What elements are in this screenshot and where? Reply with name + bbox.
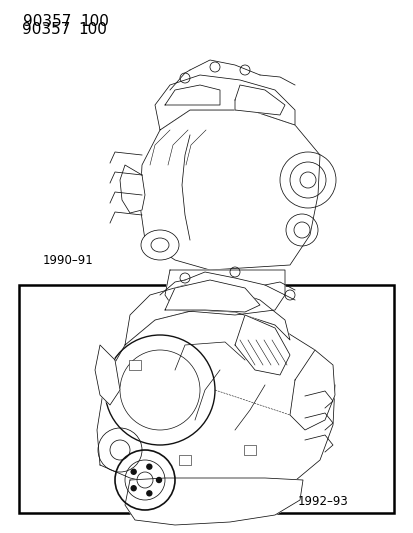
Bar — [243, 445, 255, 455]
Text: 90357: 90357 — [23, 14, 71, 29]
Polygon shape — [165, 85, 219, 105]
Text: 100: 100 — [78, 22, 107, 37]
Polygon shape — [165, 270, 284, 315]
Text: 90357: 90357 — [22, 22, 70, 37]
Polygon shape — [120, 165, 145, 213]
Polygon shape — [289, 350, 334, 430]
Polygon shape — [125, 285, 289, 345]
Ellipse shape — [151, 238, 169, 252]
Circle shape — [131, 469, 136, 474]
Circle shape — [131, 486, 136, 491]
Text: 1990–91: 1990–91 — [43, 254, 93, 266]
Bar — [19, 285, 393, 513]
Polygon shape — [154, 75, 294, 130]
Bar — [178, 455, 190, 465]
Polygon shape — [140, 110, 319, 270]
Text: 1992–93: 1992–93 — [297, 496, 348, 508]
Polygon shape — [97, 310, 334, 490]
Circle shape — [147, 464, 152, 469]
Circle shape — [156, 478, 161, 482]
Polygon shape — [235, 315, 289, 375]
Bar — [129, 360, 141, 370]
Ellipse shape — [141, 230, 178, 260]
Text: 100: 100 — [80, 14, 109, 29]
Polygon shape — [235, 85, 284, 115]
Polygon shape — [125, 478, 302, 525]
Circle shape — [147, 491, 152, 496]
Polygon shape — [165, 280, 259, 312]
Polygon shape — [95, 345, 120, 405]
